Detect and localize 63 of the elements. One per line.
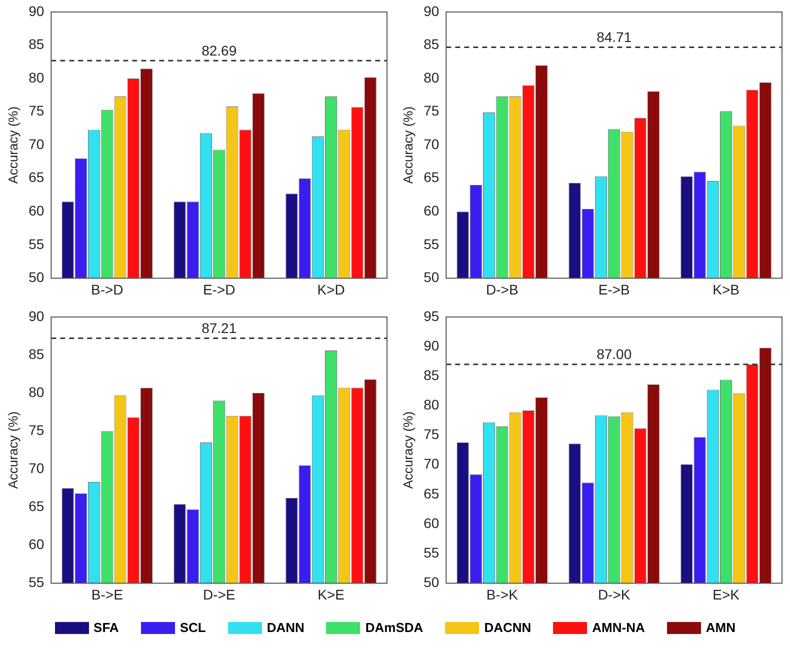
y-tick-label: 85 <box>424 367 440 384</box>
y-tick-label: 80 <box>28 384 44 400</box>
y-tick-label: 75 <box>424 102 440 119</box>
legend-label: AMN <box>706 620 736 635</box>
y-tick-label: 85 <box>28 346 44 362</box>
y-tick-label: 95 <box>424 308 440 324</box>
y-tick-label: 65 <box>424 485 440 502</box>
x-tick-label: E>K <box>712 586 740 602</box>
x-tick-label: E->D <box>202 281 236 298</box>
y-tick-label: 60 <box>424 514 440 531</box>
y-tick-label: 80 <box>424 396 440 413</box>
y-tick-label: 55 <box>424 544 440 560</box>
y-axis-title: Accuracy (%) <box>400 106 416 184</box>
y-axis-title: Accuracy (%) <box>400 411 416 489</box>
ref-line-label: 87.00 <box>596 346 632 362</box>
y-tick-label: 75 <box>424 426 440 442</box>
x-tick-label: B->D <box>90 281 124 298</box>
y-tick-label: 60 <box>28 202 44 219</box>
y-axis-title: Accuracy (%) <box>5 106 20 184</box>
legend-label: SCL <box>180 620 206 635</box>
legend-label: SFA <box>94 620 119 635</box>
y-axis-title: Accuracy (%) <box>5 411 20 489</box>
y-tick-label: 55 <box>28 236 44 252</box>
x-tick-label: K>B <box>712 281 740 298</box>
x-tick-label: B->E <box>91 586 123 602</box>
y-tick-label: 90 <box>424 337 440 354</box>
y-tick-label: 75 <box>28 102 44 119</box>
y-tick-label: 65 <box>28 498 44 514</box>
y-tick-label: 55 <box>28 574 44 590</box>
ref-line-label: 87.21 <box>202 320 237 336</box>
y-tick-label: 70 <box>424 136 440 152</box>
y-tick-label: 70 <box>424 456 440 472</box>
y-tick-label: 75 <box>28 422 44 438</box>
y-tick-label: 90 <box>424 2 440 19</box>
ref-line-label: 82.69 <box>202 42 237 59</box>
x-tick-label: D->K <box>598 586 631 602</box>
ref-line-label: 84.71 <box>596 29 632 46</box>
y-tick-label: 50 <box>424 269 440 286</box>
y-tick-label: 50 <box>424 574 440 590</box>
y-tick-label: 65 <box>424 169 440 186</box>
x-tick-label: K>E <box>318 586 344 602</box>
x-tick-label: D->B <box>486 281 518 298</box>
y-tick-label: 60 <box>28 536 44 552</box>
y-tick-label: 80 <box>424 69 440 86</box>
legend-label: AMN-NA <box>592 620 645 635</box>
y-tick-label: 70 <box>28 136 44 152</box>
x-tick-label: D->E <box>202 586 236 602</box>
y-tick-label: 70 <box>28 460 44 476</box>
y-tick-label: 90 <box>28 2 44 19</box>
x-tick-label: E->B <box>598 281 630 298</box>
legend-label: DANN <box>266 620 304 635</box>
y-tick-label: 65 <box>28 169 44 186</box>
y-tick-label: 85 <box>28 36 44 52</box>
y-tick-label: 50 <box>28 269 44 286</box>
legend-label: DAmSDA <box>365 620 424 635</box>
y-tick-label: 80 <box>28 69 44 86</box>
x-tick-label: B->K <box>486 586 519 602</box>
y-tick-label: 60 <box>424 202 440 219</box>
y-tick-label: 55 <box>424 236 440 252</box>
x-tick-label: K>D <box>317 281 345 298</box>
legend-label: DACNN <box>484 620 532 635</box>
y-tick-label: 85 <box>424 36 440 52</box>
y-tick-label: 90 <box>28 308 44 324</box>
